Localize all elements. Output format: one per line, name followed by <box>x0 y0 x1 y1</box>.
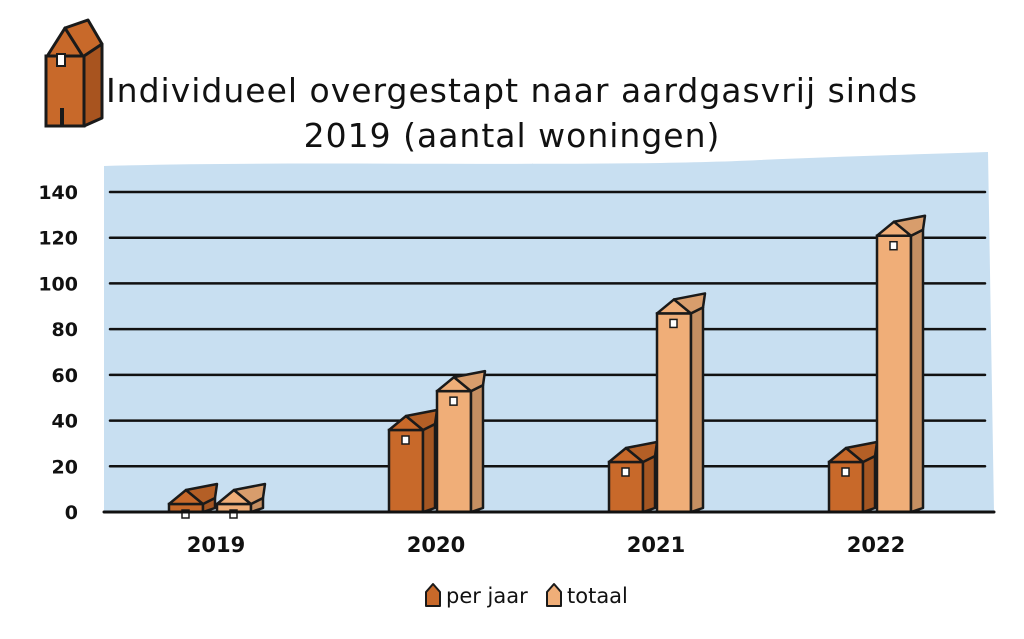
gridline <box>108 281 987 286</box>
bar-totaal-2021 <box>655 292 707 514</box>
bar-totaal-2020 <box>435 369 487 514</box>
legend: per jaar totaal <box>425 583 628 608</box>
bar-per-jaar-2022 <box>827 440 879 514</box>
chart-subtitle: 2019 (aantal woningen) <box>304 116 721 155</box>
legend-label-per-jaar: per jaar <box>446 584 528 608</box>
bar-per-jaar-2019 <box>167 482 219 519</box>
legend-swatch-per-jaar <box>425 583 441 607</box>
plot-background <box>104 152 994 512</box>
y-tick-label: 40 <box>52 411 78 433</box>
legend-item-per-jaar: per jaar <box>425 583 528 608</box>
y-tick-label: 80 <box>52 319 78 341</box>
y-tick-label: 100 <box>38 273 78 295</box>
gridline <box>108 373 987 377</box>
x-tick-label-2022: 2022 <box>847 533 905 557</box>
y-tick-label: 140 <box>38 182 78 204</box>
gridline <box>108 327 987 331</box>
y-tick-label: 0 <box>65 502 78 524</box>
bar-group-2021 <box>607 292 707 514</box>
x-tick-label-2021: 2021 <box>627 533 685 557</box>
y-tick-label: 120 <box>38 228 78 250</box>
x-axis-categories: 2019 2020 2021 2022 <box>187 533 905 557</box>
bars <box>167 214 927 519</box>
bar-per-jaar-2020 <box>387 408 439 514</box>
legend-house-icon <box>546 583 562 607</box>
gridline <box>108 190 987 194</box>
legend-house-icon <box>425 583 441 607</box>
bar-group-2022 <box>827 214 927 514</box>
bar-group-2020 <box>387 369 487 514</box>
legend-swatch-totaal <box>546 583 562 607</box>
y-tick-label: 20 <box>52 456 78 478</box>
bar-per-jaar-2021 <box>607 440 659 514</box>
legend-item-totaal: totaal <box>546 583 628 608</box>
bar-totaal-2019 <box>215 482 267 519</box>
x-tick-label-2020: 2020 <box>407 533 465 557</box>
legend-label-totaal: totaal <box>567 584 628 608</box>
bar-group-2019 <box>167 482 267 519</box>
chart-title: Individueel overgestapt naar aardgasvrij… <box>106 71 918 110</box>
house-tower-icon <box>44 18 104 128</box>
gridline <box>108 418 987 423</box>
bar-totaal-2022 <box>875 214 927 514</box>
y-axis-ticks: 0 20 40 60 80 100 120 140 <box>38 182 78 524</box>
x-tick-label-2019: 2019 <box>187 533 245 557</box>
gridline <box>108 235 987 240</box>
y-tick-label: 60 <box>52 365 78 387</box>
plot-background-shape <box>104 152 994 512</box>
